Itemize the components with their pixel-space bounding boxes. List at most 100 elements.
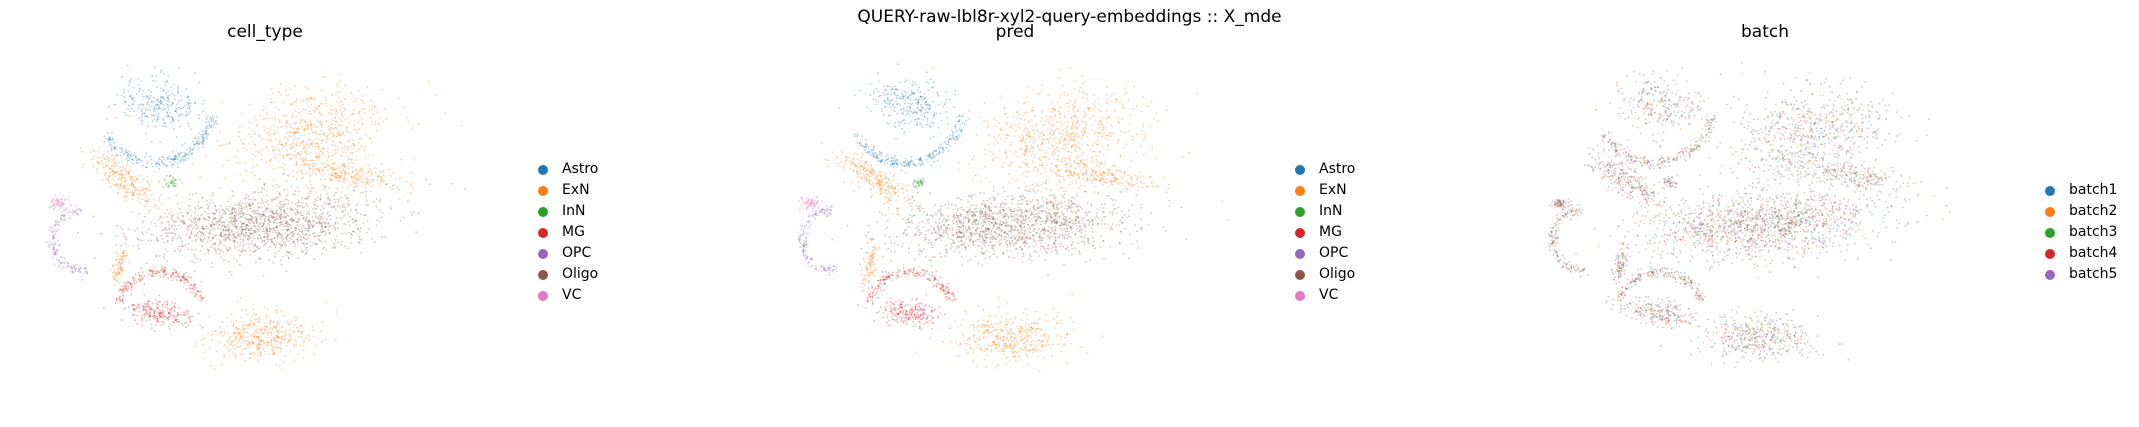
scatter-point bbox=[197, 137, 200, 140]
scatter-point bbox=[153, 330, 156, 332]
scatter-point bbox=[156, 103, 159, 105]
scatter-point bbox=[335, 176, 338, 179]
scatter-point bbox=[168, 311, 171, 314]
scatter-point bbox=[301, 125, 303, 128]
scatter-point bbox=[1053, 201, 1056, 204]
scatter-point bbox=[53, 230, 55, 232]
scatter-point bbox=[302, 108, 305, 110]
scatter-point bbox=[305, 163, 308, 166]
scatter-point bbox=[1065, 237, 1068, 240]
scatter-point bbox=[173, 310, 176, 313]
scatter-point bbox=[309, 159, 311, 162]
scatter-point bbox=[177, 203, 180, 205]
scatter-point bbox=[260, 152, 262, 155]
scatter-point bbox=[56, 198, 58, 201]
scatter-point bbox=[148, 185, 151, 188]
scatter-point bbox=[213, 368, 216, 371]
scatter-point bbox=[367, 170, 370, 173]
scatter-point bbox=[189, 102, 191, 105]
scatter-point bbox=[361, 122, 363, 125]
scatter-point bbox=[138, 104, 140, 107]
scatter-point bbox=[270, 215, 273, 218]
scatter-point bbox=[305, 247, 307, 249]
scatter-point bbox=[988, 224, 991, 226]
scatter-point bbox=[212, 119, 215, 122]
scatter-point bbox=[392, 184, 394, 187]
scatter-point bbox=[302, 144, 305, 147]
scatter-point bbox=[310, 125, 312, 128]
scatter-point bbox=[167, 250, 169, 252]
scatter-point bbox=[314, 235, 317, 238]
scatter-point bbox=[290, 156, 292, 159]
scatter-point bbox=[276, 321, 279, 324]
scatter-point bbox=[176, 311, 179, 314]
scatter-point bbox=[342, 180, 345, 183]
scatter-point bbox=[193, 284, 196, 287]
scatter-point bbox=[244, 228, 246, 231]
scatter-point bbox=[154, 222, 156, 225]
scatter-point bbox=[349, 152, 352, 154]
scatter-point bbox=[254, 244, 257, 246]
scatter-point bbox=[257, 191, 260, 194]
scatter-point bbox=[172, 158, 175, 161]
scatter-point bbox=[356, 182, 359, 185]
scatter-point bbox=[266, 189, 268, 192]
scatter-point bbox=[107, 150, 109, 153]
scatter-point bbox=[282, 335, 285, 338]
scatter-point bbox=[303, 229, 306, 232]
scatter-point bbox=[335, 127, 338, 130]
scatter-point bbox=[220, 235, 223, 238]
scatter-point bbox=[149, 307, 151, 310]
scatter-point bbox=[205, 138, 208, 140]
scatter-point bbox=[155, 225, 158, 227]
scatter-point bbox=[233, 214, 236, 217]
scatter-point bbox=[157, 104, 159, 107]
scatter-point bbox=[302, 147, 305, 149]
scatter-point bbox=[257, 210, 260, 212]
scatter-point bbox=[222, 213, 224, 216]
scatter-point bbox=[366, 219, 369, 222]
scatter-point bbox=[159, 312, 162, 315]
scatter-point bbox=[281, 223, 284, 226]
scatter-point bbox=[285, 238, 288, 241]
scatter-point bbox=[285, 143, 287, 146]
scatter-point bbox=[131, 97, 134, 100]
scatter-point bbox=[163, 179, 166, 182]
scatter-point bbox=[194, 295, 196, 297]
scatter-point bbox=[360, 238, 363, 241]
scatter-point bbox=[883, 202, 885, 205]
scatter-point bbox=[265, 207, 268, 210]
scatter-point bbox=[378, 185, 381, 188]
scatter-point bbox=[299, 230, 301, 233]
scatter-point bbox=[180, 95, 183, 97]
scatter-point bbox=[242, 228, 245, 231]
scatter-point bbox=[340, 171, 343, 174]
scatter-point bbox=[203, 337, 206, 339]
scatter-point bbox=[256, 346, 259, 349]
scatter-point bbox=[277, 118, 280, 120]
scatter-point bbox=[285, 250, 288, 253]
scatter-point bbox=[245, 324, 247, 327]
scatter-point bbox=[1003, 203, 1006, 206]
scatter-point bbox=[265, 314, 267, 317]
scatter-point bbox=[194, 286, 197, 289]
scatter-point bbox=[219, 131, 222, 134]
scatter-point bbox=[294, 132, 297, 134]
scatter-point bbox=[133, 189, 136, 191]
scatter-point bbox=[164, 107, 167, 110]
scatter-point bbox=[184, 278, 187, 281]
scatter-point bbox=[361, 123, 364, 126]
scatter-point bbox=[295, 326, 298, 329]
scatter-point bbox=[252, 202, 255, 205]
scatter-point bbox=[287, 228, 289, 231]
scatter-point bbox=[333, 205, 336, 208]
scatter-point bbox=[108, 138, 111, 141]
scatter-point bbox=[285, 244, 288, 247]
scatter-point bbox=[131, 96, 134, 99]
scatter-point bbox=[290, 225, 293, 228]
scatter-point bbox=[149, 311, 152, 314]
scatter-point bbox=[293, 212, 296, 215]
scatter-point bbox=[304, 184, 307, 186]
scatter-point bbox=[285, 94, 288, 97]
scatter-point bbox=[101, 179, 104, 181]
